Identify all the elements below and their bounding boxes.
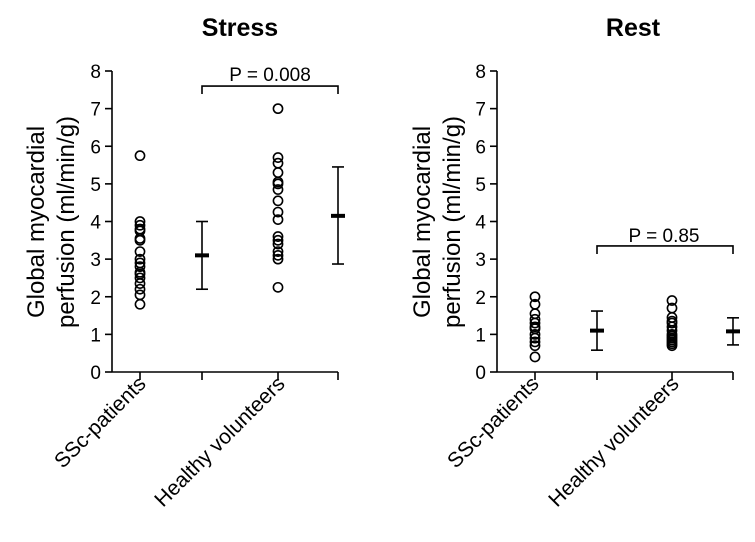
y-tick-label: 1 xyxy=(475,325,486,346)
p-value-label: P = 0.008 xyxy=(229,65,311,86)
y-tick-label: 0 xyxy=(90,363,101,384)
stress-plot-area: 0 1 2 3 4 5 6 7 8 xyxy=(90,62,345,384)
data-point xyxy=(134,278,146,289)
y-axis-label-line-2: perfusion (ml/min/g) xyxy=(53,116,80,328)
data-point xyxy=(134,234,146,246)
y-tick-label: 8 xyxy=(475,62,486,83)
stress-panel: Stress Global myocardial perfusion (ml/m… xyxy=(23,14,345,512)
y-tick-label: 7 xyxy=(475,100,486,121)
panel-title: Stress xyxy=(202,14,278,42)
data-point xyxy=(529,332,541,344)
data-point xyxy=(529,328,541,340)
data-point xyxy=(134,261,146,273)
y-tick-label: 3 xyxy=(90,250,101,271)
data-point xyxy=(134,283,146,295)
data-point xyxy=(272,249,284,261)
y-tick-label: 4 xyxy=(475,213,486,234)
data-point xyxy=(272,234,284,246)
data-point xyxy=(529,291,541,303)
y-axis-label-line-1: Global myocardial xyxy=(23,126,50,318)
data-point xyxy=(666,295,678,306)
data-point xyxy=(272,103,284,115)
data-point xyxy=(134,253,146,265)
y-axis-label-line-1: Global myocardial xyxy=(409,126,436,318)
data-point xyxy=(272,152,284,163)
data-point xyxy=(134,246,146,257)
data-point xyxy=(272,184,284,195)
data-point xyxy=(529,317,541,329)
y-tick-label: 3 xyxy=(475,250,486,271)
data-point xyxy=(272,281,284,293)
data-point xyxy=(666,317,678,329)
y-axis-label-line-2: perfusion (ml/min/g) xyxy=(439,116,466,328)
rest-plot-area: 0 1 2 3 4 5 6 7 8 xyxy=(475,62,740,384)
data-point xyxy=(529,351,541,363)
y-tick-label: 0 xyxy=(475,363,486,384)
data-point xyxy=(272,195,284,207)
y-tick-label: 2 xyxy=(90,288,101,309)
data-point xyxy=(529,336,541,348)
data-point xyxy=(272,231,284,242)
data-point xyxy=(529,340,541,352)
data-point xyxy=(272,214,284,226)
y-tick-label: 4 xyxy=(90,213,101,234)
data-point xyxy=(272,178,284,190)
y-tick-label: 7 xyxy=(90,100,101,121)
y-tick-label: 8 xyxy=(90,62,101,83)
y-tick-label: 6 xyxy=(475,137,486,158)
category-label-ssc-patients: SSc-patients xyxy=(50,372,150,472)
y-tick-label: 5 xyxy=(90,175,101,196)
y-tick-label: 1 xyxy=(90,325,101,346)
data-point xyxy=(134,289,146,301)
significance-bracket xyxy=(201,85,339,95)
significance-bracket xyxy=(596,245,734,254)
data-point xyxy=(134,298,146,310)
data-point xyxy=(272,206,284,218)
y-tick-label: 2 xyxy=(475,288,486,309)
data-point xyxy=(272,246,284,257)
data-point xyxy=(272,238,284,250)
p-value-label: P = 0.85 xyxy=(629,226,700,247)
data-point xyxy=(272,253,284,265)
data-point xyxy=(272,157,284,169)
data-point xyxy=(134,272,146,284)
category-label-ssc-patients: SSc-patients xyxy=(443,372,543,472)
category-label-healthy-volunteers: Healthy volunteers xyxy=(544,372,683,511)
data-point xyxy=(272,167,284,178)
category-label-healthy-volunteers: Healthy volunteers xyxy=(150,372,289,511)
data-point xyxy=(666,340,678,352)
data-point xyxy=(134,219,146,231)
y-tick-label: 6 xyxy=(90,137,101,158)
data-point xyxy=(134,150,146,162)
rest-panel: Rest Global myocardial perfusion (ml/min… xyxy=(409,14,740,512)
y-tick-label: 5 xyxy=(475,175,486,196)
panel-title: Rest xyxy=(606,14,661,42)
